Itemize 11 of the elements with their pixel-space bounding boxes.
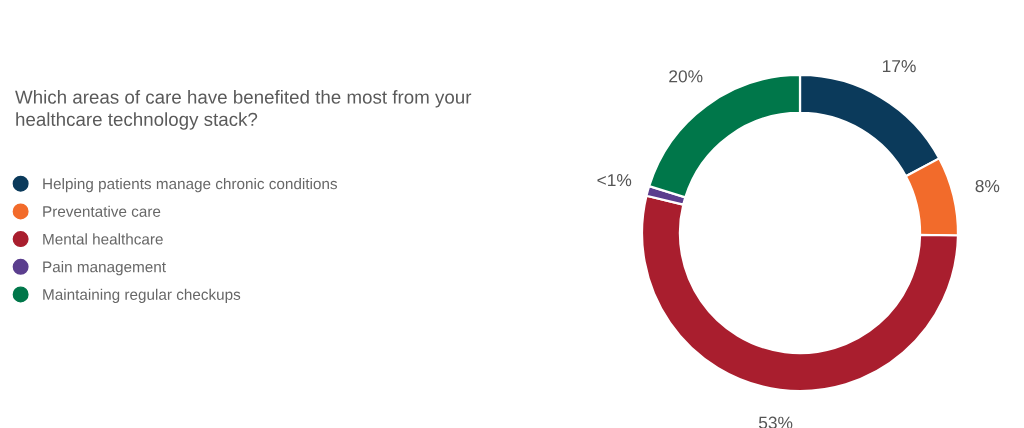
data-label: 53%	[758, 416, 793, 428]
legend-label: Maintaining regular checkups	[43, 288, 241, 303]
text: Which areas of care have benefited the most from your healthcare technology stack?	[15, 90, 472, 130]
data-label: 8%	[975, 179, 1000, 193]
legend-label: Helping patients manage chronic conditions	[43, 178, 338, 193]
legend-label: Pain management	[43, 261, 166, 276]
legend-label: Preventative care	[43, 205, 161, 217]
data-label: 17%	[882, 60, 916, 73]
data-label: <1%	[597, 174, 632, 187]
data-label: 20%	[669, 70, 703, 83]
legend-label: Mental healthcare	[43, 233, 163, 245]
